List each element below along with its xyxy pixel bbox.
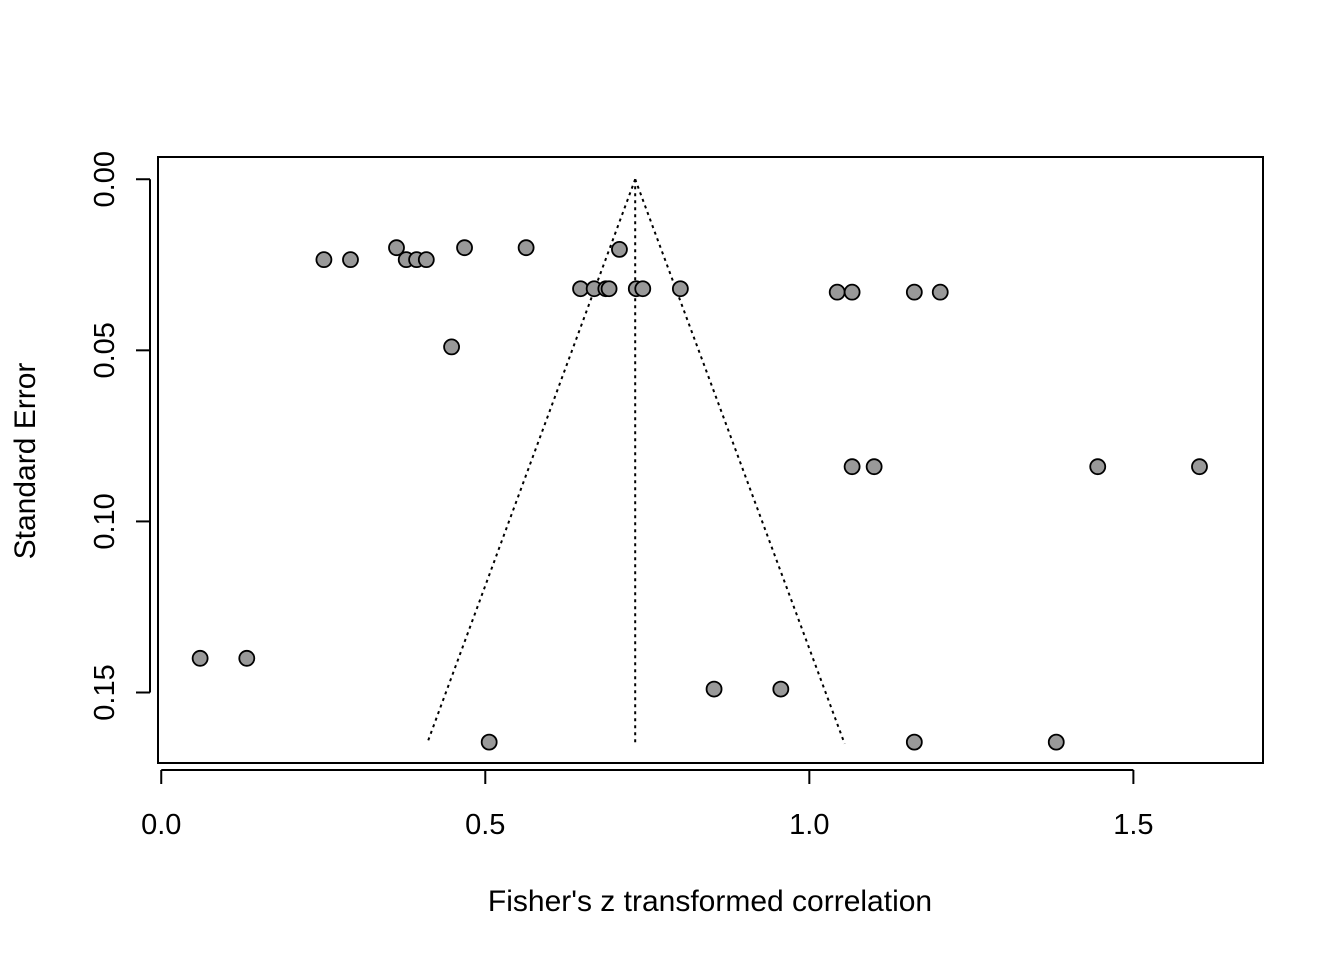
x-tick-label: 1.0 <box>789 809 829 841</box>
data-point <box>843 458 861 476</box>
data-point <box>443 338 460 356</box>
data-point <box>1047 733 1065 751</box>
data-point <box>342 251 359 269</box>
data-point <box>417 251 435 269</box>
funnel-right-line <box>634 178 846 745</box>
data-point <box>456 239 473 257</box>
y-tick-label: 0.10 <box>89 493 121 549</box>
plot-box-group <box>157 156 1264 764</box>
funnel-left-line <box>426 178 637 745</box>
data-point <box>905 283 923 301</box>
data-point <box>480 733 498 751</box>
funnel-lines-group <box>426 178 846 745</box>
data-point <box>634 280 652 298</box>
data-point <box>931 283 949 301</box>
data-point <box>191 649 209 667</box>
data-point <box>315 251 333 269</box>
plot-border <box>157 156 1264 764</box>
data-point <box>905 733 923 751</box>
data-point <box>843 283 861 301</box>
data-point <box>828 283 846 301</box>
data-point <box>600 280 618 298</box>
data-point <box>1191 458 1208 476</box>
data-points-group <box>191 239 1208 751</box>
x-axis: 0.0 0.5 1.0 1.5 <box>141 769 1154 841</box>
data-point <box>772 680 790 698</box>
data-point <box>865 458 883 476</box>
x-tick-label: 0.0 <box>141 809 181 841</box>
y-axis: 0.00 0.05 0.10 0.15 <box>89 151 151 721</box>
x-tick-label: 0.5 <box>465 809 505 841</box>
y-tick-label: 0.00 <box>89 151 121 207</box>
data-point <box>388 239 405 257</box>
data-point <box>705 680 723 698</box>
data-point <box>1089 458 1107 476</box>
data-point <box>671 280 689 298</box>
data-point <box>517 239 535 257</box>
data-point <box>611 240 628 258</box>
data-point <box>238 649 256 667</box>
x-axis-label: Fisher's z transformed correlation <box>488 885 932 918</box>
y-tick-label: 0.15 <box>89 664 121 720</box>
y-axis-label: Standard Error <box>9 363 42 560</box>
y-tick-label: 0.05 <box>89 322 121 378</box>
x-tick-label: 1.5 <box>1113 809 1153 841</box>
